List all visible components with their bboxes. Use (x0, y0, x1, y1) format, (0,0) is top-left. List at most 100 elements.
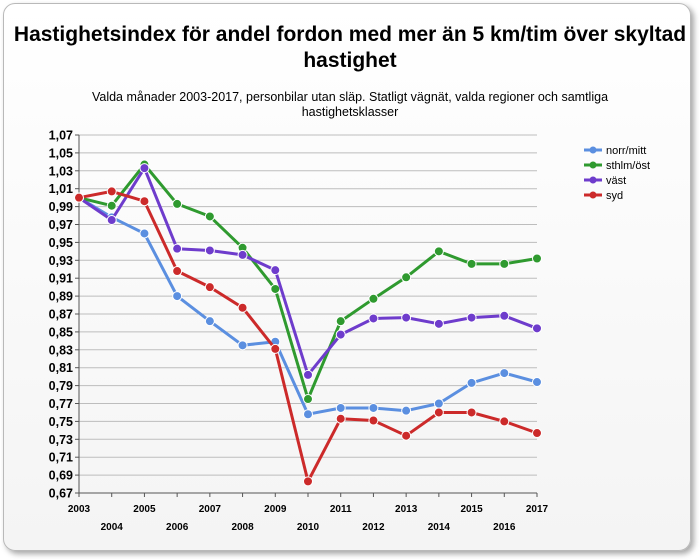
y-tick-label: 0,97 (49, 218, 73, 232)
data-point (270, 265, 281, 276)
x-tick-label: 2016 (493, 522, 516, 533)
data-point (106, 215, 117, 226)
data-point (335, 329, 346, 340)
y-tick-label: 1,05 (49, 146, 73, 160)
data-point (368, 293, 379, 304)
x-tick-label: 2007 (199, 504, 222, 515)
x-tick-label: 2013 (395, 504, 418, 515)
data-point (172, 198, 183, 209)
data-point (106, 200, 117, 211)
data-point (335, 413, 346, 424)
data-point (433, 407, 444, 418)
data-point (204, 282, 215, 293)
x-tick-label: 2012 (362, 522, 385, 533)
y-tick-label: 0,69 (49, 469, 73, 483)
y-tick-label: 1,07 (49, 129, 73, 143)
data-point (237, 249, 248, 260)
data-point (401, 405, 412, 416)
y-tick-label: 0,91 (49, 272, 73, 286)
data-point (466, 258, 477, 269)
data-point (270, 343, 281, 354)
data-point (433, 318, 444, 329)
legend-marker (589, 176, 597, 184)
data-point (335, 402, 346, 413)
y-tick-label: 0,89 (49, 290, 73, 304)
data-point (335, 316, 346, 327)
y-tick-label: 0,77 (49, 397, 73, 411)
data-point (466, 312, 477, 323)
data-point (499, 416, 510, 427)
data-point (237, 340, 248, 351)
y-tick-label: 0,85 (49, 325, 73, 339)
x-tick-label: 2014 (428, 522, 451, 533)
x-tick-label: 2017 (526, 504, 549, 515)
y-tick-label: 0,67 (49, 487, 73, 501)
legend-label: väst (606, 175, 626, 187)
x-axis-ticks: 2003 2004 2005 2006 2007 2008 2009 2010 2011 2012… (68, 504, 549, 533)
legend-label: sthlm/öst (606, 160, 650, 172)
legend-marker (589, 191, 597, 199)
data-point (532, 323, 542, 334)
data-point (401, 272, 412, 283)
chart-title: Hastighetsindex för andel fordon med mer… (13, 23, 687, 72)
x-tick-label: 2006 (166, 522, 189, 533)
x-tick-label: 2011 (330, 504, 352, 515)
y-tick-label: 0,93 (49, 254, 73, 268)
x-tick-label: 2015 (460, 504, 483, 515)
y-tick-label: 1,01 (49, 182, 73, 196)
y-tick-label: 0,87 (49, 308, 73, 322)
x-tick-label: 2009 (264, 504, 287, 515)
y-tick-label: 0,99 (49, 200, 73, 214)
data-point (106, 186, 117, 197)
data-point (303, 476, 313, 487)
data-point (204, 316, 215, 327)
data-point (532, 253, 542, 264)
data-point (499, 310, 510, 321)
chart-frame (3, 3, 691, 551)
legend-label: norr/mitt (606, 145, 646, 157)
data-point (303, 369, 313, 380)
x-tick-label: 2010 (297, 522, 320, 533)
data-point (172, 243, 183, 254)
chart-subtitle: Valda månader 2003-2017, personbilar uta… (91, 90, 609, 119)
data-point (466, 377, 477, 388)
data-point (237, 302, 248, 313)
data-point (172, 266, 183, 277)
x-tick-label: 2005 (133, 504, 156, 515)
y-tick-label: 0,83 (49, 343, 73, 357)
data-point (368, 313, 379, 324)
series-lines (74, 159, 542, 487)
data-point (303, 409, 313, 420)
data-point (532, 428, 542, 439)
data-point (401, 312, 412, 323)
data-point (499, 258, 510, 269)
data-point (368, 402, 379, 413)
y-tick-label: 0,75 (49, 415, 73, 429)
data-point (532, 377, 542, 388)
x-tick-label: 2008 (231, 522, 254, 533)
data-point (139, 228, 150, 239)
legend-marker (589, 146, 597, 154)
data-point (172, 291, 183, 302)
y-tick-label: 0,81 (49, 361, 73, 375)
data-point (139, 163, 150, 174)
y-tick-label: 0,71 (49, 451, 73, 465)
data-point (466, 407, 477, 418)
data-point (401, 430, 412, 441)
legend-label: syd (606, 190, 623, 202)
data-point (270, 283, 281, 294)
y-tick-label: 1,03 (49, 164, 73, 178)
data-point (368, 415, 379, 426)
y-tick-label: 0,95 (49, 236, 73, 250)
data-point (204, 245, 215, 256)
data-point (433, 246, 444, 257)
y-axis-ticks: 0,67 0,69 0,71 0,73 0,75 0,77 0,79 0,81 0,83 0,85… (49, 129, 73, 501)
x-tick-label: 2003 (68, 504, 91, 515)
data-point (499, 368, 510, 379)
data-point (139, 196, 150, 207)
y-tick-label: 0,73 (49, 433, 73, 447)
data-point (74, 192, 84, 203)
legend: norr/mitt sthlm/öst väst syd (584, 145, 650, 202)
legend-marker (589, 161, 597, 169)
